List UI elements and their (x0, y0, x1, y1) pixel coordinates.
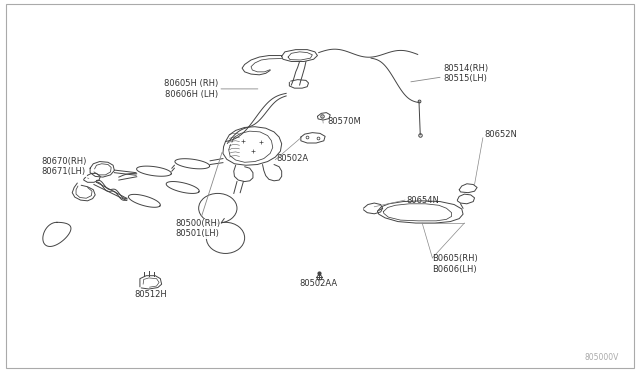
Text: 80570M: 80570M (328, 118, 362, 126)
Text: 80605H (RH)
80606H (LH): 80605H (RH) 80606H (LH) (164, 79, 258, 99)
Text: 80514(RH)
80515(LH): 80514(RH) 80515(LH) (411, 64, 488, 83)
Text: 80500(RH)
80501(LH): 80500(RH) 80501(LH) (175, 152, 222, 238)
Text: B0605(RH)
B0606(LH): B0605(RH) B0606(LH) (433, 254, 478, 273)
Text: 80512H: 80512H (134, 290, 167, 299)
Text: 80502AA: 80502AA (300, 279, 338, 288)
Text: 80654N: 80654N (406, 196, 439, 205)
Text: 80670(RH)
80671(LH): 80670(RH) 80671(LH) (41, 157, 89, 179)
Text: 805000V: 805000V (584, 353, 619, 362)
Text: 80652N: 80652N (484, 130, 517, 140)
Text: 80502A: 80502A (276, 154, 308, 163)
